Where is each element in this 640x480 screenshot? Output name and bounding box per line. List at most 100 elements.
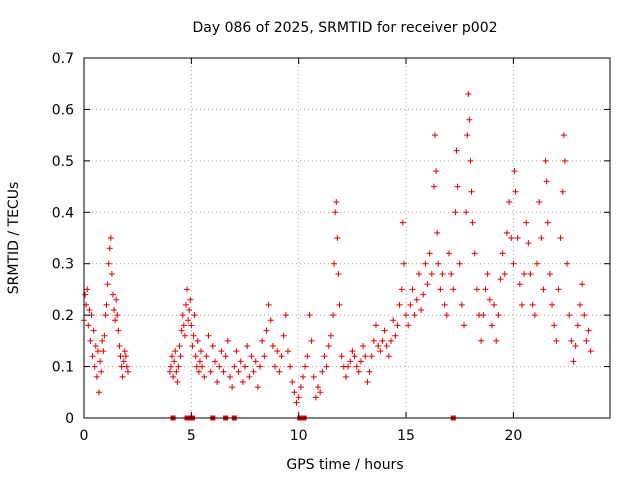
data-point [388, 337, 395, 344]
data-point [113, 296, 120, 303]
data-point [166, 368, 173, 375]
data-point [105, 260, 112, 267]
data-point [171, 358, 178, 365]
data-point [272, 363, 279, 370]
data-point [170, 373, 177, 380]
data-point [529, 301, 536, 308]
data-point [87, 337, 94, 344]
data-point [189, 343, 196, 349]
data-point [368, 353, 375, 360]
data-point [214, 379, 221, 385]
data-point [203, 353, 210, 360]
data-point [115, 327, 122, 334]
data-point [169, 353, 176, 360]
data-point [360, 343, 367, 349]
data-point [372, 322, 379, 329]
data-point [233, 348, 240, 355]
y-tick-label: 0.4 [52, 205, 74, 221]
x-tick-label: 5 [187, 428, 196, 444]
data-point [117, 353, 124, 360]
data-point [379, 337, 386, 344]
data-point [385, 353, 392, 360]
data-point [184, 286, 191, 293]
data-point [304, 353, 311, 360]
data-point [222, 353, 229, 360]
data-point [211, 358, 218, 365]
data-point [418, 307, 425, 313]
data-point [216, 363, 223, 370]
data-point [465, 91, 472, 97]
data-point [400, 260, 407, 267]
data-point [97, 358, 104, 365]
data-point [495, 312, 502, 319]
data-point [468, 188, 475, 195]
y-tick-label: 0.1 [52, 360, 74, 376]
data-point [125, 368, 132, 375]
data-point [576, 301, 583, 308]
data-point [506, 199, 513, 205]
data-point [104, 281, 111, 288]
x-axis: 0 5 10 15 20 [80, 58, 522, 444]
data-point [549, 301, 556, 308]
data-point [90, 327, 97, 334]
data-point [491, 301, 498, 308]
y-tick-label: 0.7 [52, 51, 74, 67]
data-point [280, 332, 287, 339]
data-point [381, 327, 388, 334]
data-point [306, 312, 313, 319]
data-point [501, 271, 508, 277]
data-point [366, 368, 373, 375]
data-point [443, 312, 450, 319]
data-point [85, 322, 92, 329]
data-point [102, 312, 109, 319]
data-point [335, 271, 342, 277]
data-point [196, 358, 203, 365]
data-point [464, 132, 471, 139]
data-point [252, 358, 259, 365]
data-point [355, 368, 362, 375]
data-point [488, 322, 495, 329]
data-point [413, 296, 420, 303]
data-point [579, 281, 586, 288]
data-point [534, 260, 541, 267]
data-point [99, 337, 106, 344]
data-point [293, 399, 300, 406]
data-point [452, 209, 459, 216]
data-point [466, 116, 473, 123]
data-point [511, 168, 518, 175]
data-point [248, 353, 255, 360]
data-point [426, 250, 433, 257]
data-point [543, 178, 550, 185]
data-point [510, 260, 517, 267]
data-point [405, 322, 412, 329]
data-point [220, 368, 227, 375]
data-point [192, 353, 199, 360]
data-point [176, 343, 183, 349]
data-points [81, 91, 594, 406]
data-point [244, 343, 251, 349]
data-point [218, 348, 225, 355]
data-point [536, 199, 543, 205]
data-point [122, 353, 129, 360]
data-point [330, 312, 337, 319]
data-point [357, 358, 364, 365]
data-point [551, 322, 558, 329]
data-point [193, 363, 200, 370]
data-point [317, 389, 324, 396]
data-point [178, 327, 185, 334]
data-point [456, 260, 463, 267]
data-point [349, 348, 356, 355]
y-tick-label: 0.5 [52, 154, 74, 170]
data-point [471, 250, 478, 257]
data-point [237, 358, 244, 365]
data-point [175, 363, 182, 370]
data-point [323, 363, 330, 370]
data-point [209, 343, 216, 349]
data-point [229, 384, 236, 391]
data-point [331, 260, 338, 267]
data-point [527, 271, 534, 277]
data-point [478, 337, 485, 344]
data-point [362, 353, 369, 360]
data-point [199, 363, 206, 370]
data-point [207, 368, 214, 375]
